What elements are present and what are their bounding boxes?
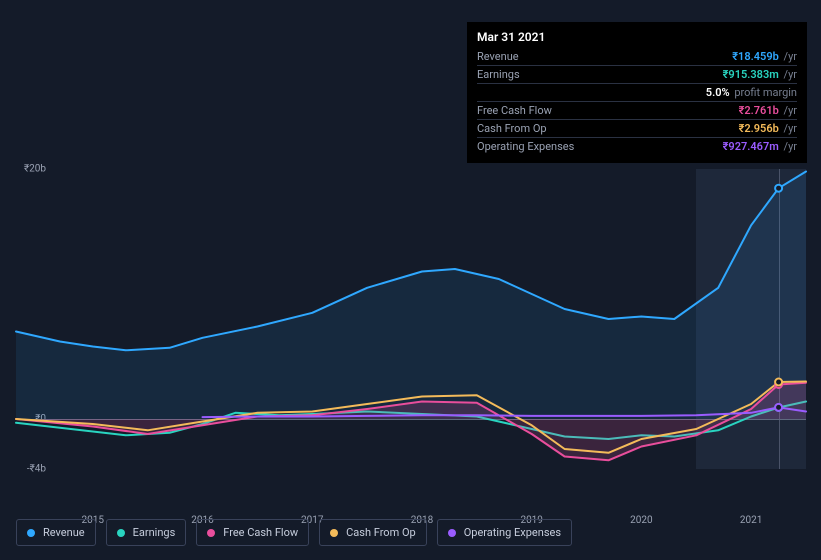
tooltip-row: Operating Expenses ₹927.467m /yr <box>477 137 797 155</box>
legend-label: Earnings <box>133 526 176 539</box>
legend-dot-icon <box>448 529 456 537</box>
tooltip-row: Earnings ₹915.383m /yr <box>477 65 797 83</box>
legend-dot-icon <box>207 529 215 537</box>
tooltip-row: 5.0% profit margin <box>477 83 797 101</box>
tooltip-date: Mar 31 2021 <box>477 30 797 44</box>
plot-area[interactable] <box>16 169 806 469</box>
tooltip-value: ₹915.383m /yr <box>723 68 797 81</box>
series-marker-dot <box>775 404 782 411</box>
series-fill <box>16 172 806 420</box>
tooltip-row: Revenue ₹18.459b /yr <box>477 48 797 65</box>
chart-svg <box>16 169 806 469</box>
legend-item[interactable]: Earnings <box>106 519 187 546</box>
tooltip-label: Free Cash Flow <box>477 104 552 117</box>
tooltip-label: Cash From Op <box>477 122 547 135</box>
tooltip-value: ₹927.467m /yr <box>723 140 797 153</box>
tooltip-rows: Revenue ₹18.459b /yr Earnings ₹915.383m /yr… <box>477 48 797 155</box>
legend-item[interactable]: Free Cash Flow <box>196 519 309 546</box>
legend-label: Revenue <box>43 526 85 539</box>
tooltip-value: ₹18.459b /yr <box>732 50 797 63</box>
chart-legend: Revenue Earnings Free Cash Flow Cash From O… <box>16 519 572 546</box>
legend-dot-icon <box>117 529 125 537</box>
legend-label: Free Cash Flow <box>223 526 298 539</box>
series-marker-dot <box>775 379 782 386</box>
chart-area: ₹20b₹0-₹4b 2015201620172018201920202021 <box>16 155 806 495</box>
legend-dot-icon <box>330 529 338 537</box>
legend-item[interactable]: Cash From Op <box>319 519 427 546</box>
tooltip-row: Cash From Op ₹2.956b /yr <box>477 119 797 137</box>
x-axis-tick-label: 2021 <box>740 515 762 526</box>
tooltip-value: 5.0% profit margin <box>706 86 797 99</box>
legend-label: Cash From Op <box>346 526 416 539</box>
financials-chart-panel: Mar 31 2021 Revenue ₹18.459b /yr Earnings ₹… <box>0 0 821 560</box>
x-axis-tick-label: 2020 <box>630 515 652 526</box>
tooltip-label: Earnings <box>477 68 520 81</box>
tooltip-label: Operating Expenses <box>477 140 574 153</box>
legend-item[interactable]: Revenue <box>16 519 96 546</box>
series-marker-dot <box>775 185 782 192</box>
tooltip-value: ₹2.956b /yr <box>739 122 797 135</box>
legend-label: Operating Expenses <box>464 526 561 539</box>
tooltip-label: Revenue <box>477 50 519 63</box>
tooltip-value: ₹2.761b /yr <box>739 104 797 117</box>
tooltip-row: Free Cash Flow ₹2.761b /yr <box>477 101 797 119</box>
legend-dot-icon <box>27 529 35 537</box>
legend-item[interactable]: Operating Expenses <box>437 519 572 546</box>
chart-tooltip: Mar 31 2021 Revenue ₹18.459b /yr Earnings ₹… <box>467 22 807 163</box>
